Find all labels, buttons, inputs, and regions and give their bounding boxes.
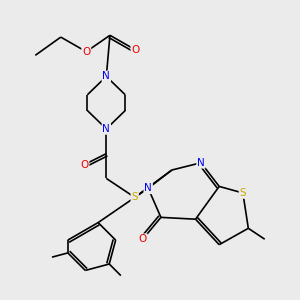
Text: S: S [239, 188, 246, 198]
Text: N: N [144, 183, 152, 193]
Text: S: S [131, 192, 138, 202]
Text: O: O [131, 45, 140, 55]
Text: N: N [102, 71, 110, 81]
Text: N: N [102, 124, 110, 134]
Text: O: O [139, 234, 147, 244]
Text: O: O [80, 160, 88, 170]
Text: N: N [197, 158, 205, 168]
Text: O: O [82, 47, 90, 57]
